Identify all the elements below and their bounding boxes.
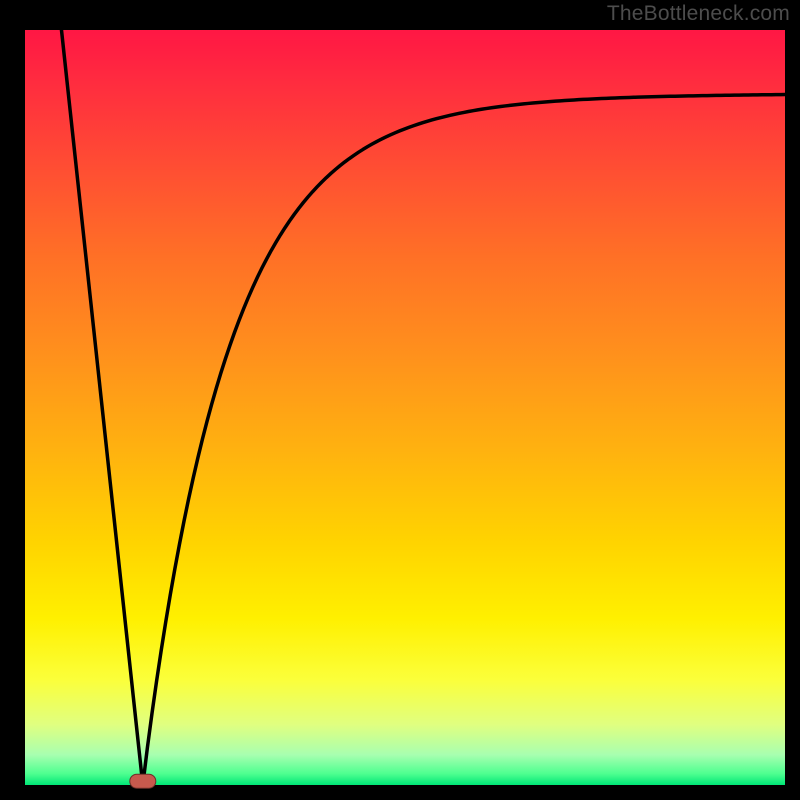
chart-container: TheBottleneck.com bbox=[0, 0, 800, 800]
bottleneck-curve-chart bbox=[0, 0, 800, 800]
optimal-point-marker bbox=[130, 774, 156, 788]
gradient-plot-area bbox=[25, 30, 785, 785]
watermark-text: TheBottleneck.com bbox=[607, 2, 790, 26]
